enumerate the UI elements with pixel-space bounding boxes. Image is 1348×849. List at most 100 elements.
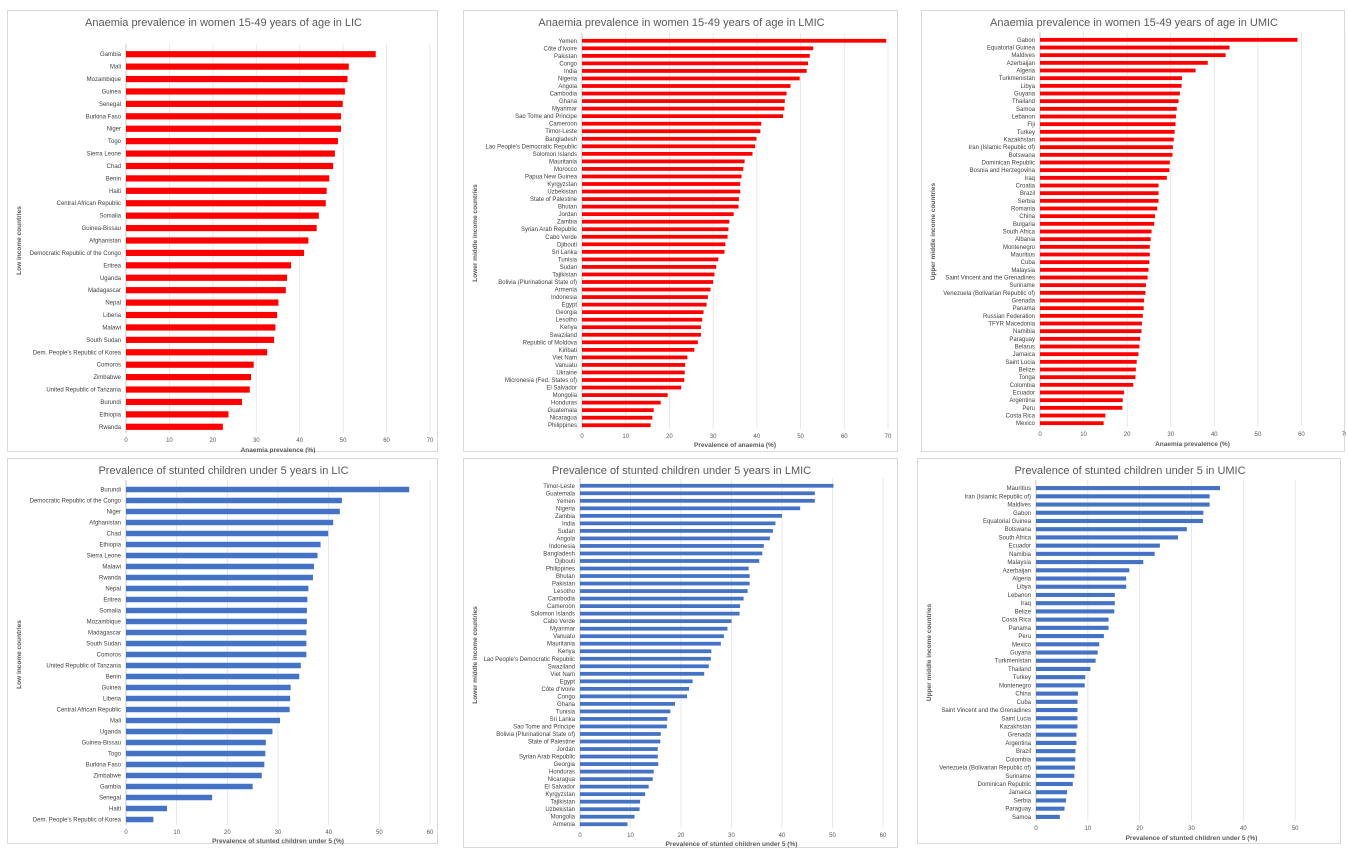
category-label: Rwanda bbox=[99, 425, 122, 431]
category-label: Pakistan bbox=[554, 54, 577, 60]
bar bbox=[1040, 206, 1158, 211]
category-label: Thailand bbox=[1012, 99, 1035, 105]
bar bbox=[580, 656, 711, 661]
bar bbox=[1040, 198, 1159, 203]
category-label: Panama bbox=[1013, 306, 1036, 312]
category-label: Kyrgyzstan bbox=[545, 792, 575, 798]
category-label: Cuba bbox=[1021, 260, 1036, 266]
bar bbox=[1040, 160, 1170, 165]
category-label: Iran (Islamic Republic of) bbox=[969, 145, 1035, 151]
chart-svg: Prevalence of stunted children under 5 i… bbox=[926, 465, 1299, 842]
x-tick-label: 60 bbox=[841, 434, 848, 440]
bar bbox=[126, 386, 250, 393]
bar bbox=[126, 706, 290, 713]
category-label: Burundi bbox=[100, 400, 121, 406]
category-label: Benin bbox=[106, 675, 121, 681]
bar bbox=[1040, 191, 1159, 196]
category-label: South Sudan bbox=[86, 642, 121, 648]
category-label: Mali bbox=[110, 719, 121, 725]
category-label: China bbox=[1015, 692, 1031, 698]
x-tick-label: 40 bbox=[296, 438, 303, 444]
category-label: Saint Vincent and the Grenadines bbox=[945, 276, 1035, 282]
x-tick-label: 30 bbox=[728, 833, 735, 839]
category-label: Jamaica bbox=[1013, 352, 1036, 358]
category-label: Angola bbox=[556, 536, 575, 542]
category-label: Botswana bbox=[1009, 153, 1036, 159]
bar bbox=[126, 113, 341, 120]
x-tick-label: 40 bbox=[325, 830, 332, 836]
bar bbox=[126, 100, 343, 107]
category-label: TFYR Macedonia bbox=[988, 322, 1035, 328]
bar bbox=[126, 684, 291, 691]
category-label: Bosnia and Herzegovina bbox=[970, 168, 1036, 174]
bar bbox=[126, 237, 309, 244]
x-tick-label: 0 bbox=[1034, 826, 1038, 832]
bar bbox=[582, 317, 703, 322]
bar bbox=[1040, 321, 1142, 326]
category-label: Liberia bbox=[103, 697, 122, 703]
category-label: Malawi bbox=[102, 325, 121, 331]
x-tick-label: 50 bbox=[1255, 432, 1262, 438]
category-label: Belize bbox=[1015, 609, 1032, 615]
category-label: Bolivia (Plurinational State of) bbox=[498, 280, 577, 286]
chart-svg: Prevalence of stunted children under 5 y… bbox=[16, 465, 434, 845]
category-label: Colombia bbox=[1010, 383, 1036, 389]
category-label: Mauritius bbox=[1011, 253, 1035, 259]
chart-svg: Anaemia prevalence in women 15-49 years … bbox=[16, 17, 434, 453]
bar bbox=[1036, 617, 1109, 622]
category-label: Somalia bbox=[99, 609, 121, 615]
bar bbox=[1040, 390, 1125, 395]
bar bbox=[1036, 732, 1077, 737]
category-label: Central African Republic bbox=[57, 708, 121, 714]
bar bbox=[1040, 267, 1149, 272]
category-label: Cameroon bbox=[547, 604, 575, 610]
bar bbox=[580, 506, 801, 511]
category-label: Tunisia bbox=[556, 709, 576, 715]
bar bbox=[1040, 306, 1144, 311]
category-label: Libya bbox=[1017, 585, 1032, 591]
category-label: Cuba bbox=[1017, 700, 1032, 706]
bar bbox=[1040, 45, 1230, 50]
bar bbox=[1040, 313, 1143, 318]
bar bbox=[126, 794, 213, 801]
bar bbox=[1040, 214, 1156, 219]
category-label: Swaziland bbox=[548, 664, 575, 670]
bar bbox=[126, 497, 342, 504]
bar bbox=[582, 272, 715, 277]
bar bbox=[1040, 398, 1123, 403]
bar bbox=[126, 772, 262, 779]
bar bbox=[582, 370, 685, 375]
bar bbox=[1040, 275, 1148, 280]
x-tick-label: 0 bbox=[124, 438, 128, 444]
bar bbox=[1040, 175, 1167, 180]
bar bbox=[126, 150, 335, 157]
bar bbox=[1036, 798, 1067, 803]
bar bbox=[1036, 502, 1210, 507]
category-label: Zambia bbox=[557, 220, 578, 226]
category-label: Guyana bbox=[1010, 651, 1032, 657]
category-label: Vanuatu bbox=[553, 634, 575, 640]
bar bbox=[126, 361, 254, 368]
category-label: Lebanon bbox=[1008, 593, 1031, 599]
category-label: Comoros bbox=[97, 653, 121, 659]
category-label: Cambodia bbox=[548, 597, 576, 603]
category-label: Honduras bbox=[551, 401, 577, 407]
x-tick-label: 10 bbox=[166, 438, 173, 444]
category-label: Papua New Guinea bbox=[525, 174, 578, 180]
category-label: Vanuatu bbox=[555, 363, 577, 369]
category-label: Malaysia bbox=[1011, 268, 1035, 274]
x-tick-label: 60 bbox=[1298, 432, 1305, 438]
bar bbox=[1040, 344, 1140, 349]
bar bbox=[126, 75, 348, 83]
bar bbox=[1036, 790, 1068, 795]
bar bbox=[582, 46, 814, 51]
category-label: Costa Rica bbox=[1006, 414, 1036, 420]
x-tick-label: 40 bbox=[779, 833, 786, 839]
category-label: Lao People's Democratic Republic bbox=[483, 657, 575, 663]
category-label: Madagascar bbox=[88, 288, 121, 294]
category-label: Egypt bbox=[560, 679, 576, 685]
bar bbox=[1036, 716, 1078, 721]
bar bbox=[126, 761, 265, 768]
bar bbox=[126, 287, 286, 294]
x-tick-label: 20 bbox=[210, 438, 217, 444]
